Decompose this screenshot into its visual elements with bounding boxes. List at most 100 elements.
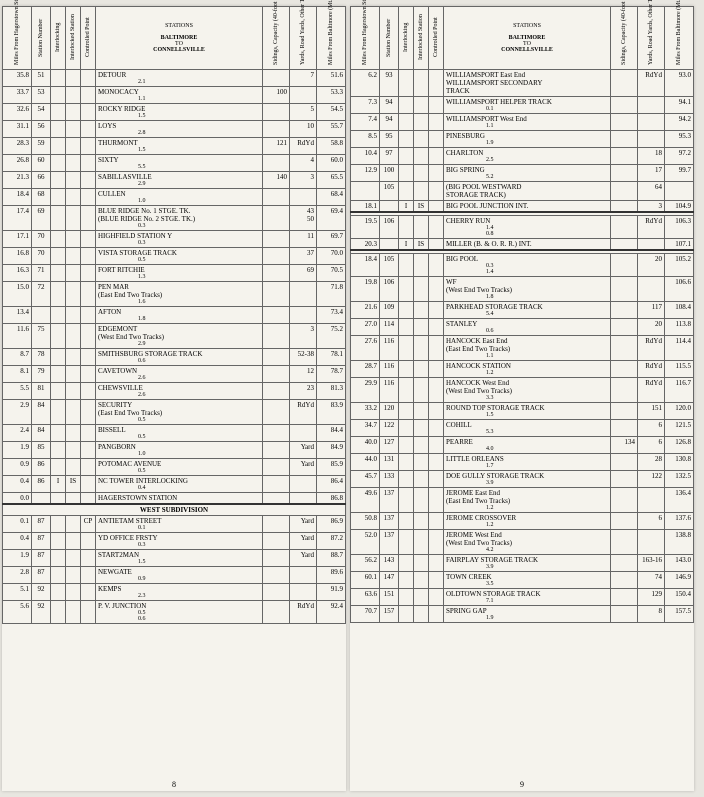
station-number: 92 [32, 584, 51, 601]
station-name: SPRING GAP1.9 [444, 606, 611, 623]
sidings [611, 336, 638, 361]
controlled-point [429, 589, 444, 606]
yards [290, 584, 317, 601]
miles-baltimore: 51.6 [317, 70, 346, 87]
miles-hagerstown: 33.7 [3, 87, 32, 104]
controlled-point [81, 307, 96, 324]
interlocking [399, 606, 414, 623]
controlled-point [81, 476, 96, 493]
controlled-point [429, 361, 444, 378]
interlocking [51, 121, 66, 138]
interlocking [399, 182, 414, 201]
miles-baltimore: 146.9 [665, 572, 694, 589]
controlled-point [81, 282, 96, 307]
station-number: 79 [32, 366, 51, 383]
station-number: 93 [380, 70, 399, 97]
yards: 3 [290, 172, 317, 189]
interlocked-station [414, 254, 429, 277]
west-subdivision-header: WEST SUBDIVISION [3, 504, 346, 516]
station-number: 131 [380, 454, 399, 471]
station-number: 137 [380, 530, 399, 555]
sidings [263, 366, 290, 383]
yards: 4 [290, 155, 317, 172]
station-number: 78 [32, 349, 51, 366]
controlled-point [81, 189, 96, 206]
station-row: 5.6 92 P. V. JUNCTION0.50.6 RdYd 92.4 [3, 601, 346, 624]
station-row: 28.3 59 THURMONT1.5 121 RdYd 58.8 [3, 138, 346, 155]
station-name: CULLEN1.0 [96, 189, 263, 206]
miles-hagerstown: 52.0 [351, 530, 380, 555]
miles-hagerstown: 8.7 [3, 349, 32, 366]
interlocked-station [66, 206, 81, 231]
page-number: 8 [2, 780, 346, 789]
interlocking: I [399, 201, 414, 213]
station-name: KEMPS2.3 [96, 584, 263, 601]
sidings [611, 182, 638, 201]
station-name: VISTA STORAGE TRACK0.5 [96, 248, 263, 265]
yards: 23 [290, 383, 317, 400]
controlled-point [81, 265, 96, 282]
miles-baltimore: 86.9 [317, 516, 346, 533]
station-number: 87 [32, 550, 51, 567]
station-name: PEARRE4.0 [444, 437, 611, 454]
interlocking [51, 172, 66, 189]
miles-baltimore [665, 182, 694, 201]
page-right: Miles From Hagerstown Station Station Nu… [350, 6, 694, 791]
controlled-point [429, 606, 444, 623]
interlocking [51, 516, 66, 533]
yards: 20 [638, 319, 665, 336]
station-name: CAVETOWN2.6 [96, 366, 263, 383]
station-row: 20.3 I IS MILLER (B. & O. R. R.) INT. 10… [351, 239, 694, 251]
station-row: 56.2 143 FAIRPLAY STORAGE TRACK3.9 163-1… [351, 555, 694, 572]
interlocked-station [414, 182, 429, 201]
miles-hagerstown: 32.6 [3, 104, 32, 121]
sidings [263, 533, 290, 550]
miles-baltimore: 93.0 [665, 70, 694, 97]
controlled-point [429, 471, 444, 488]
station-name: ROCKY RIDGE1.5 [96, 104, 263, 121]
controlled-point [429, 114, 444, 131]
interlocking: I [51, 476, 66, 493]
controlled-point [429, 319, 444, 336]
miles-baltimore: 116.7 [665, 378, 694, 403]
interlocked-station [66, 550, 81, 567]
miles-baltimore: 53.3 [317, 87, 346, 104]
yards: 3 [290, 324, 317, 349]
sidings [611, 70, 638, 97]
sidings [611, 555, 638, 572]
sidings [611, 319, 638, 336]
station-row: 6.2 93 WILLIAMSPORT East End WILLIAMSPOR… [351, 70, 694, 97]
controlled-point [81, 155, 96, 172]
station-number: 157 [380, 606, 399, 623]
interlocked-station [66, 493, 81, 505]
miles-baltimore: 58.8 [317, 138, 346, 155]
station-row: 17.1 70 HIGHFIELD STATION Y0.3 11 69.7 [3, 231, 346, 248]
interlocked-station [414, 454, 429, 471]
miles-baltimore: 60.0 [317, 155, 346, 172]
yards: 4350 [290, 206, 317, 231]
interlocked-station [414, 572, 429, 589]
miles-hagerstown: 31.1 [3, 121, 32, 138]
miles-baltimore: 115.5 [665, 361, 694, 378]
miles-baltimore: 132.5 [665, 471, 694, 488]
yards: RdYd [290, 400, 317, 425]
miles-baltimore: 69.7 [317, 231, 346, 248]
station-row: 1.9 87 START2MAN1.5 Yard 88.7 [3, 550, 346, 567]
station-name: DETOUR2.1 [96, 70, 263, 87]
station-row: 8.7 78 SMITHSBURG STORAGE TRACK0.6 52-38… [3, 349, 346, 366]
yards: 12 [290, 366, 317, 383]
interlocking [51, 425, 66, 442]
miles-hagerstown: 18.1 [351, 201, 380, 213]
miles-baltimore: 107.1 [665, 239, 694, 251]
interlocking [51, 307, 66, 324]
controlled-point [81, 324, 96, 349]
miles-hagerstown: 19.5 [351, 216, 380, 239]
station-row: 35.8 51 DETOUR2.1 7 51.6 [3, 70, 346, 87]
station-name: AFTON1.8 [96, 307, 263, 324]
station-row: 11.6 75 EDGEMONT (West End Two Tracks)2.… [3, 324, 346, 349]
controlled-point [429, 216, 444, 239]
station-row: 18.4 105 BIG POOL0.31.4 20 105.2 [351, 254, 694, 277]
sidings [611, 97, 638, 114]
miles-hagerstown: 5.1 [3, 584, 32, 601]
station-number: 143 [380, 555, 399, 572]
